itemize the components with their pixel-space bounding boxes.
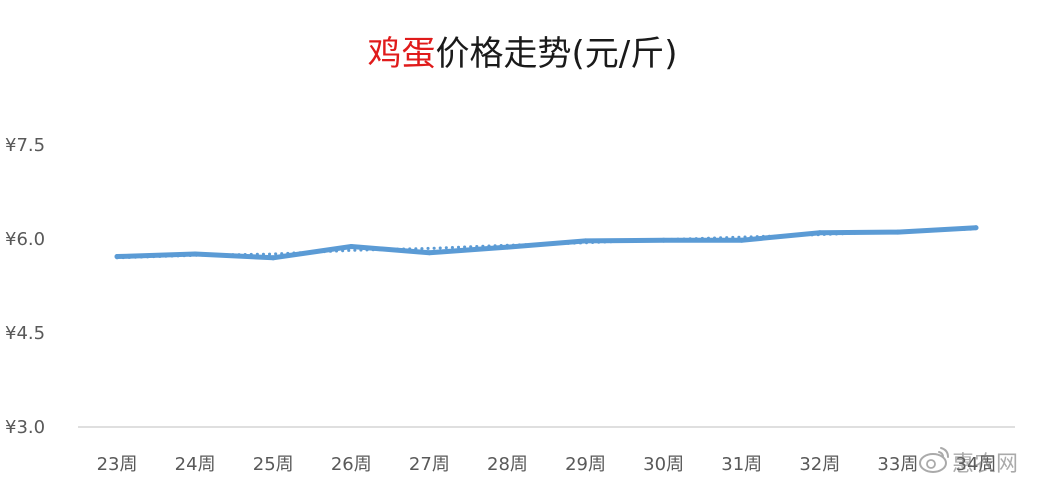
chart-title-highlight: 鸡蛋 bbox=[367, 34, 436, 74]
x-tick-label: 29周 bbox=[565, 454, 606, 475]
chart-title-rest: 价格走势(元/斤) bbox=[435, 34, 678, 74]
y-tick-label: ¥3.0 bbox=[5, 417, 45, 438]
x-tick-label: 32周 bbox=[799, 454, 840, 475]
x-tick-label: 23周 bbox=[97, 454, 138, 475]
y-tick-label: ¥7.5 bbox=[5, 135, 45, 156]
chart-title: 鸡蛋价格走势(元/斤) bbox=[0, 26, 1045, 75]
x-tick-label: 27周 bbox=[409, 454, 450, 475]
x-tick-label: 34周 bbox=[956, 454, 997, 475]
data-point bbox=[504, 244, 510, 250]
x-tick-label: 24周 bbox=[175, 454, 216, 475]
watermark: 惠农网 bbox=[919, 447, 1018, 477]
data-point bbox=[348, 244, 354, 250]
data-points bbox=[114, 225, 979, 261]
data-point bbox=[895, 229, 901, 235]
y-tick-label: ¥4.5 bbox=[5, 323, 45, 344]
series-line bbox=[114, 225, 979, 261]
data-point bbox=[817, 230, 823, 236]
x-axis-ticks: 23周 24周 25周 26周 27周 28周 29周 30周 31周 32周 33周 34周 bbox=[97, 454, 997, 475]
data-point bbox=[583, 238, 589, 244]
data-point bbox=[661, 237, 667, 243]
watermark-text: 惠农网 bbox=[952, 452, 1018, 477]
x-tick-label: 25周 bbox=[253, 454, 294, 475]
weibo-icon bbox=[919, 447, 949, 473]
data-point bbox=[114, 254, 120, 260]
x-tick-label: 31周 bbox=[721, 454, 762, 475]
y-tick-label: ¥6.0 bbox=[5, 229, 45, 250]
data-point bbox=[739, 237, 745, 243]
x-tick-label: 26周 bbox=[331, 454, 372, 475]
data-point bbox=[270, 255, 276, 261]
x-tick-label: 30周 bbox=[643, 454, 684, 475]
data-point bbox=[973, 225, 979, 231]
data-point bbox=[192, 251, 198, 257]
y-axis-ticks: ¥3.0 ¥4.5 ¥6.0 ¥7.5 bbox=[5, 135, 45, 438]
x-tick-label: 33周 bbox=[877, 454, 918, 475]
data-point bbox=[426, 250, 432, 256]
x-tick-label: 28周 bbox=[487, 454, 528, 475]
